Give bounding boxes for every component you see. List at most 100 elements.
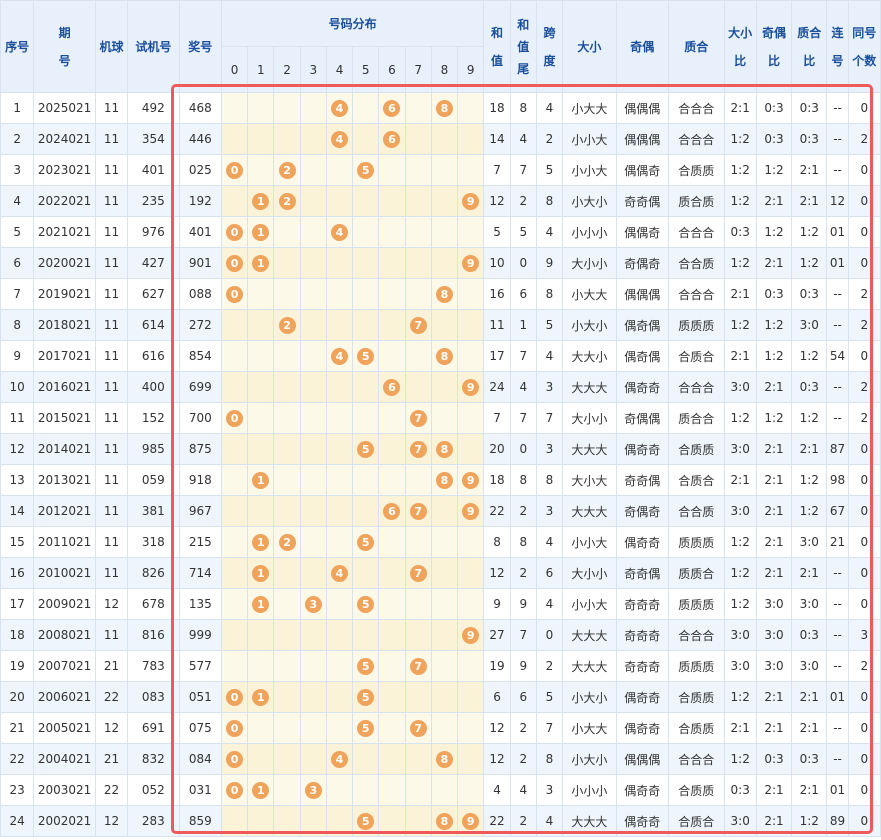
cell-size-ratio: 3:0 [723,433,757,465]
cell-period: 2018021 [33,309,96,341]
cell-size: 小大小 [562,185,617,217]
cell-test-number: 678 [127,588,180,620]
cell-machine: 11 [94,185,129,217]
cell-size-ratio: 1:2 [723,743,757,775]
cell-digit-9 [457,650,485,682]
cell-machine: 11 [94,619,129,651]
cell-parity-ratio: 1:2 [755,340,793,372]
cell-digit-4 [325,278,354,310]
cell-seq: 5 [0,216,35,248]
cell-digit-8: 8 [430,464,459,496]
cell-digit-3 [299,464,327,496]
number-ball: 1 [252,471,270,489]
cell-size: 小小小 [562,216,617,248]
number-ball: 1 [252,564,270,582]
cell-seq: 8 [0,309,35,341]
number-ball: 8 [435,471,453,489]
number-ball: 3 [304,595,322,613]
cell-winning-number: 051 [178,681,222,713]
cell-sum: 12 [483,557,511,589]
number-ball: 5 [357,533,375,551]
cell-digit-6 [378,712,406,744]
cell-parity: 奇奇奇 [615,588,670,620]
cell-parity-ratio: 2:1 [755,774,793,806]
cell-digit-4 [325,650,354,682]
cell-same-count: 0 [847,247,881,279]
cell-digit-0 [220,495,249,527]
cell-digit-5 [352,216,380,248]
cell-same-count: 0 [847,743,881,775]
table-row: 5 2021021 11 976 401 0 1 4 5 5 4 小小小 偶偶奇 合合合 0:3 1:2 1:2… [0,216,881,248]
cell-parity-ratio: 2:1 [755,185,793,217]
number-ball: 2 [278,161,296,179]
cell-test-number: 627 [127,278,180,310]
cell-sum-tail: 4 [509,371,537,403]
cell-parity-ratio: 1:2 [755,216,793,248]
cell-digit-6 [378,402,406,434]
number-ball: 9 [462,378,480,396]
cell-sum: 20 [483,433,511,465]
cell-prime: 合合合 [668,216,725,248]
cell-parity-ratio: 0:3 [755,92,793,124]
cell-digit-9 [457,92,485,124]
cell-prime: 合质合 [668,340,725,372]
cell-parity-ratio: 1:2 [755,309,793,341]
cell-period: 2011021 [33,526,96,558]
cell-digit-0: 0 [220,681,249,713]
number-ball: 1 [252,595,270,613]
cell-consecutive: -- [826,557,849,589]
number-ball: 9 [462,471,480,489]
cell-digit-0: 0 [220,278,249,310]
cell-digit-7 [404,526,432,558]
header-prime: 质合 [668,0,725,93]
cell-sum-tail: 2 [509,743,537,775]
cell-digit-0: 0 [220,154,249,186]
cell-digit-4: 4 [325,92,354,124]
cell-consecutive: 21 [826,526,849,558]
cell-machine: 22 [94,774,129,806]
cell-span: 2 [535,650,564,682]
cell-test-number: 083 [127,681,180,713]
cell-machine: 11 [94,526,129,558]
cell-prime: 质质质 [668,526,725,558]
cell-parity-ratio: 3:0 [755,650,793,682]
header-period[interactable]: 期 号 排序 ▲ [33,0,96,93]
cell-digit-0 [220,185,249,217]
cell-winning-number: 215 [178,526,222,558]
cell-digit-9 [457,340,485,372]
cell-machine: 11 [94,247,129,279]
number-ball: 4 [331,99,348,117]
cell-sum: 24 [483,371,511,403]
cell-parity: 偶偶偶 [615,92,670,124]
cell-digit-0: 0 [220,774,249,806]
number-ball: 0 [226,161,244,179]
cell-consecutive: -- [826,588,849,620]
cell-winning-number: 901 [178,247,222,279]
cell-digit-9 [457,402,485,434]
table-row: 11 2015021 11 152 700 0 7 7 7 7 大小小 奇偶偶 质合合 1:2 1:2 1:2… [0,402,881,434]
cell-winning-number: 700 [178,402,222,434]
table-row: 13 2013021 11 059 918 1 8 9 18 8 8 大小大 奇奇偶 合质合 2:1 2:1 1… [0,464,881,496]
number-ball: 7 [409,440,427,458]
cell-digit-8 [430,154,459,186]
cell-digit-2 [273,216,301,248]
header-sum: 和值 [483,0,511,93]
cell-consecutive: -- [826,92,849,124]
cell-machine: 11 [94,278,129,310]
cell-machine: 12 [94,588,129,620]
cell-digit-2 [273,805,301,837]
number-ball: 5 [357,719,375,737]
number-ball: 7 [409,409,427,427]
cell-prime: 质质质 [668,588,725,620]
cell-digit-0 [220,526,249,558]
cell-size-ratio: 1:2 [723,588,757,620]
cell-seq: 3 [0,154,35,186]
cell-seq: 16 [0,557,35,589]
cell-sum: 9 [483,588,511,620]
cell-sum-tail: 5 [509,216,537,248]
cell-sum-tail: 1 [509,309,537,341]
number-ball: 9 [462,192,480,210]
cell-size: 大大大 [562,650,617,682]
cell-size: 大大大 [562,619,617,651]
cell-consecutive: -- [826,743,849,775]
